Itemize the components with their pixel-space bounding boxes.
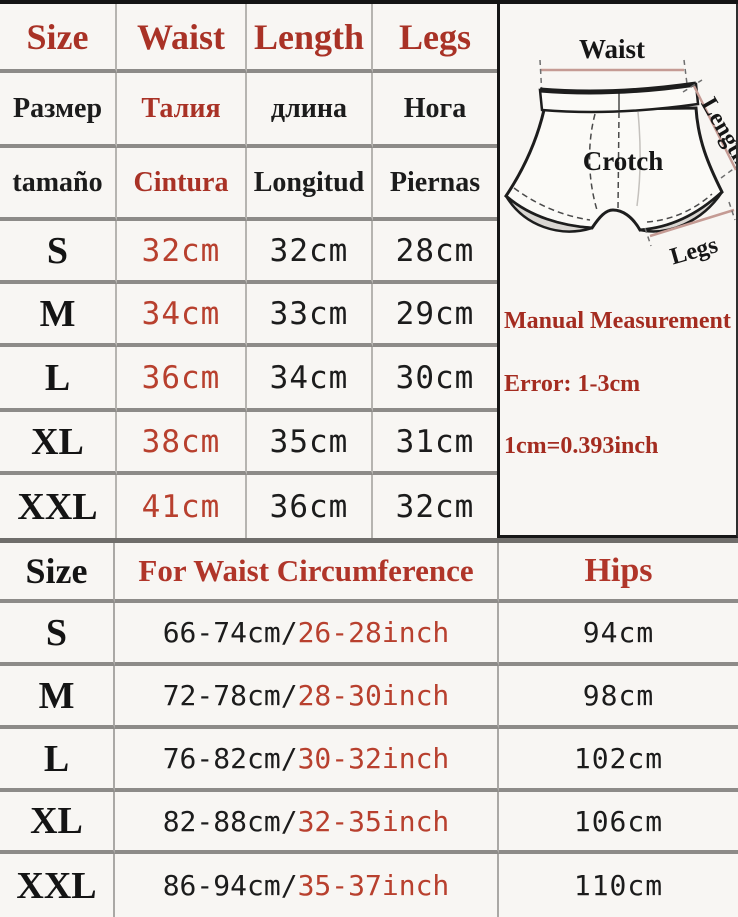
circumference-inch: 26-28inch	[297, 616, 450, 649]
conversion-note: 1cm=0.393inch	[504, 433, 659, 459]
subheader-waist-ru: Талия	[117, 73, 247, 148]
subheader-length-es: Longitud	[247, 148, 373, 221]
header-legs: Legs	[373, 4, 497, 73]
circumference-value: 72-78cm/28-30inch	[115, 666, 499, 729]
waist-circumference-table: Size For Waist Circumference Hips S 66-7…	[0, 538, 738, 917]
circumference-value: 76-82cm/30-32inch	[115, 729, 499, 792]
length-value: 36cm	[247, 475, 373, 538]
circumference-inch: 28-30inch	[297, 679, 450, 712]
fit-size-cell: L	[0, 729, 115, 792]
error-note: Error: 1-3cm	[504, 371, 641, 397]
legs-value: 30cm	[373, 347, 497, 412]
manual-measurement-note: Manual Measurement	[504, 308, 731, 334]
legs-value: 31cm	[373, 412, 497, 475]
subheader-length-ru: длина	[247, 73, 373, 148]
size-cell: M	[0, 284, 117, 347]
length-value: 34cm	[247, 347, 373, 412]
subheader-waist-es: Cintura	[117, 148, 247, 221]
hips-value: 110cm	[573, 869, 664, 902]
subheader-size-es: tamaño	[0, 148, 117, 221]
size-measurement-table: Size Waist Length Legs Размер Талия длин…	[0, 4, 497, 538]
legs-label: Legs	[667, 232, 720, 270]
subheader-legs-ru: Нога	[373, 73, 497, 148]
circumference-inch: 35-37inch	[297, 869, 450, 902]
circumference-cm: 76-82cm/	[162, 742, 298, 775]
legs-value: 29cm	[373, 284, 497, 347]
circumference-cm: 72-78cm/	[162, 679, 298, 712]
fit-size-cell: M	[0, 666, 115, 729]
legs-value: 32cm	[395, 488, 475, 525]
hips-value: 98cm	[499, 666, 738, 729]
header-waist: Waist	[117, 4, 247, 73]
fit-size-cell: XXL	[0, 854, 115, 917]
fit-size-cell: XL	[0, 792, 115, 854]
circumference-value: 66-74cm/26-28inch	[115, 603, 499, 666]
waist-value: 34cm	[117, 284, 247, 347]
top-border-line	[0, 0, 738, 4]
length-value: 33cm	[247, 284, 373, 347]
header-length: Length	[247, 4, 373, 73]
size-cell: XL	[0, 412, 117, 475]
size-cell: S	[0, 221, 117, 284]
circumference-cm: 66-74cm/	[162, 616, 298, 649]
length-value: 35cm	[247, 412, 373, 475]
crotch-label: Crotch	[583, 146, 664, 176]
length-value: 32cm	[247, 221, 373, 284]
hips-value: 106cm	[499, 792, 738, 854]
circumference-inch: 30-32inch	[297, 742, 450, 775]
length-measure-line	[682, 79, 736, 179]
boxer-shorts-diagram: Waist Crotch Length Legs	[504, 34, 736, 270]
circumference-value: 82-88cm/32-35inch	[115, 792, 499, 854]
subheader-legs-es: Piernas	[373, 148, 497, 221]
legs-value: 28cm	[373, 221, 497, 284]
fit-header-hips: Hips	[499, 543, 738, 603]
legs-measure-line	[644, 201, 736, 247]
fit-size-cell: S	[0, 603, 115, 666]
circumference-cm: 82-88cm/	[162, 804, 298, 838]
boxer-shorts-outline	[504, 81, 724, 233]
subheader-size-ru: Размер	[0, 73, 117, 148]
waist-value: 38cm	[117, 412, 247, 475]
waist-value: 32cm	[117, 221, 247, 284]
waist-value: 41cm	[117, 475, 247, 538]
circumference-value: 86-94cm/35-37inch	[115, 854, 499, 917]
size-cell: XXL	[0, 475, 117, 538]
circumference-cm: 86-94cm/	[162, 869, 298, 902]
waist-value: 36cm	[117, 347, 247, 412]
size-cell: L	[0, 347, 117, 412]
fit-header-size: Size	[0, 543, 115, 603]
header-size: Size	[0, 4, 117, 73]
hips-value: 102cm	[499, 729, 738, 792]
measurement-diagram-panel: Waist Crotch Length Legs Manual Measurem…	[497, 4, 738, 538]
fit-header-circumference: For Waist Circumference	[115, 543, 499, 603]
circumference-inch: 32-35inch	[297, 804, 450, 838]
hips-value: 94cm	[499, 603, 738, 666]
waist-label: Waist	[579, 34, 645, 64]
